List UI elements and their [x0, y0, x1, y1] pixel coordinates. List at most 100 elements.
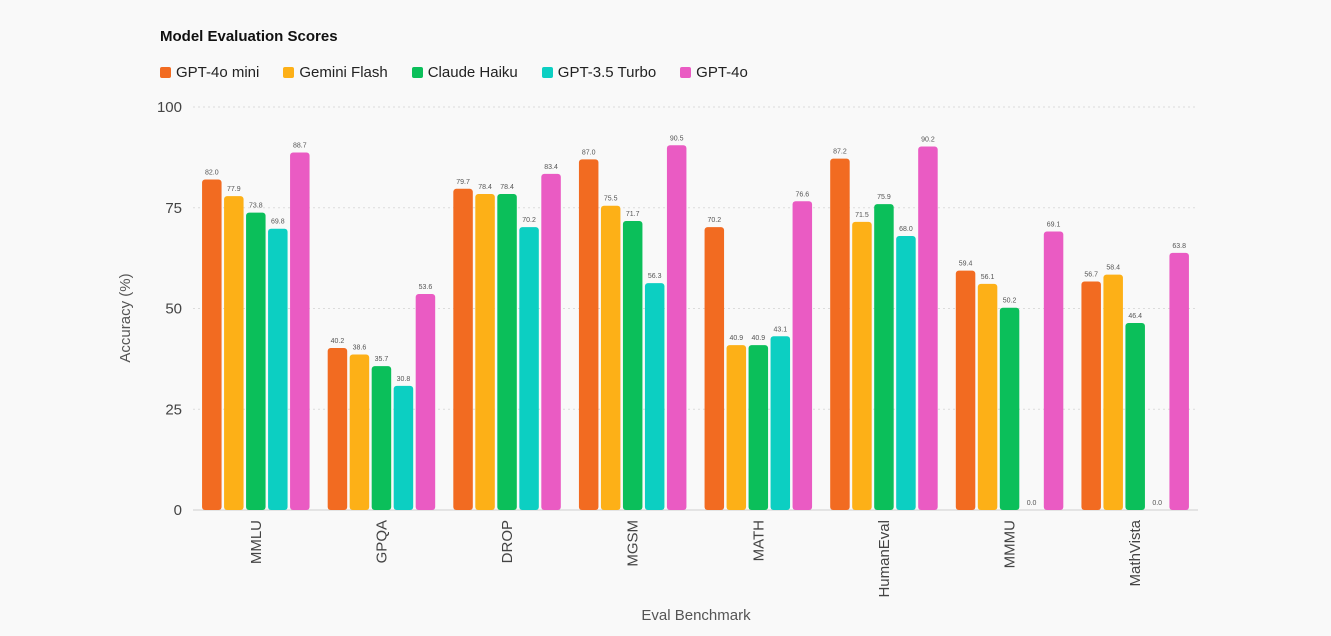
data-label: 71.5	[855, 212, 869, 219]
bar	[770, 336, 791, 510]
data-label: 53.6	[419, 284, 433, 291]
legend-item[interactable]: GPT-3.5 Turbo	[541, 64, 657, 81]
data-label: 68.0	[899, 226, 913, 233]
bar	[977, 283, 998, 510]
data-label: 87.0	[582, 149, 596, 156]
data-label: 30.8	[397, 376, 411, 383]
legend-swatch	[411, 67, 423, 78]
bar	[792, 201, 813, 510]
data-label: 76.6	[796, 191, 810, 198]
x-tick-label: GPQA	[373, 520, 390, 563]
bar	[852, 221, 872, 511]
legend-swatch	[541, 67, 553, 78]
data-label: 0.0	[1027, 500, 1037, 507]
data-label: 69.1	[1047, 222, 1061, 229]
bar	[327, 347, 348, 510]
x-tick-label: DROP	[499, 520, 516, 563]
x-tick-label: HumanEval	[876, 520, 893, 598]
legend-label: GPT-4o mini	[176, 64, 260, 81]
bar	[475, 194, 495, 510]
data-label: 70.2	[522, 217, 536, 224]
data-label: 50.2	[1003, 298, 1017, 305]
y-tick-label: 100	[157, 99, 182, 116]
bar	[1043, 231, 1064, 511]
data-label: 77.9	[227, 186, 241, 193]
legend-swatch	[680, 67, 692, 78]
data-label: 73.8	[249, 203, 263, 210]
bar	[224, 196, 244, 511]
data-label: 88.7	[293, 143, 307, 150]
y-tick-label: 75	[165, 200, 182, 217]
legend-swatch	[160, 67, 171, 78]
legend-label: GPT-4o	[696, 64, 748, 81]
bar	[202, 179, 222, 511]
data-label: 58.4	[1106, 265, 1120, 272]
data-label: 90.5	[670, 135, 684, 142]
data-label: 78.4	[500, 184, 514, 191]
legend-label: Gemini Flash	[299, 64, 388, 81]
data-label: 38.6	[353, 344, 367, 351]
bar	[726, 345, 747, 510]
bar	[622, 221, 643, 510]
bar	[644, 283, 665, 510]
data-label: 69.8	[271, 219, 285, 226]
bar	[1081, 281, 1101, 510]
data-label: 83.4	[544, 164, 558, 171]
bar	[246, 212, 266, 510]
bar	[999, 307, 1020, 510]
x-axis-label: Eval Benchmark	[641, 607, 751, 624]
x-tick-label: MathVista	[1127, 519, 1144, 586]
legend-label: Claude Haiku	[427, 64, 518, 81]
data-label: 82.0	[205, 170, 219, 177]
data-label: 71.7	[626, 211, 640, 218]
data-label: 90.2	[921, 136, 935, 143]
y-tick-label: 25	[165, 401, 182, 418]
data-label: 75.5	[604, 196, 618, 203]
bar	[748, 345, 769, 510]
legend-item[interactable]: GPT-4o	[680, 64, 748, 81]
bar	[666, 145, 687, 510]
bar	[1125, 323, 1145, 510]
legend-swatch	[283, 67, 295, 78]
legend-label: GPT-3.5 Turbo	[557, 64, 657, 81]
bar	[497, 194, 517, 510]
x-tick-label: MGSM	[625, 520, 642, 567]
bar	[415, 293, 436, 510]
bar	[955, 270, 976, 510]
x-tick-label: MATH	[750, 520, 767, 561]
y-tick-label: 50	[165, 301, 182, 318]
x-tick-label: MMLU	[248, 520, 265, 564]
bar	[1103, 274, 1123, 510]
bar	[453, 188, 473, 510]
data-label: 87.2	[833, 149, 847, 156]
legend-item[interactable]: GPT-4o mini	[160, 64, 259, 81]
x-tick-label: MMMU	[1002, 520, 1019, 568]
bar	[290, 152, 310, 510]
bar	[268, 228, 288, 510]
data-label: 0.0	[1152, 500, 1162, 507]
data-label: 56.3	[648, 273, 662, 280]
bar	[874, 204, 894, 511]
bar	[519, 227, 539, 510]
bar	[704, 227, 725, 510]
bar	[918, 146, 938, 510]
legend-item[interactable]: Claude Haiku	[411, 64, 518, 81]
bar	[349, 354, 370, 510]
data-label: 70.2	[708, 217, 722, 224]
chart-title: Model Evaluation Scores	[160, 28, 338, 45]
bar	[600, 205, 621, 511]
legend-item[interactable]: Gemini Flash	[283, 64, 388, 81]
data-label: 40.9	[752, 335, 766, 342]
data-label: 56.1	[981, 274, 995, 281]
data-label: 79.7	[456, 179, 470, 186]
bar	[393, 385, 414, 510]
bar	[1169, 252, 1189, 511]
bar	[578, 159, 599, 510]
data-label: 43.1	[774, 326, 788, 333]
bar	[830, 158, 850, 511]
bar	[371, 366, 392, 510]
data-label: 59.4	[959, 261, 973, 268]
data-label: 56.7	[1084, 271, 1098, 278]
